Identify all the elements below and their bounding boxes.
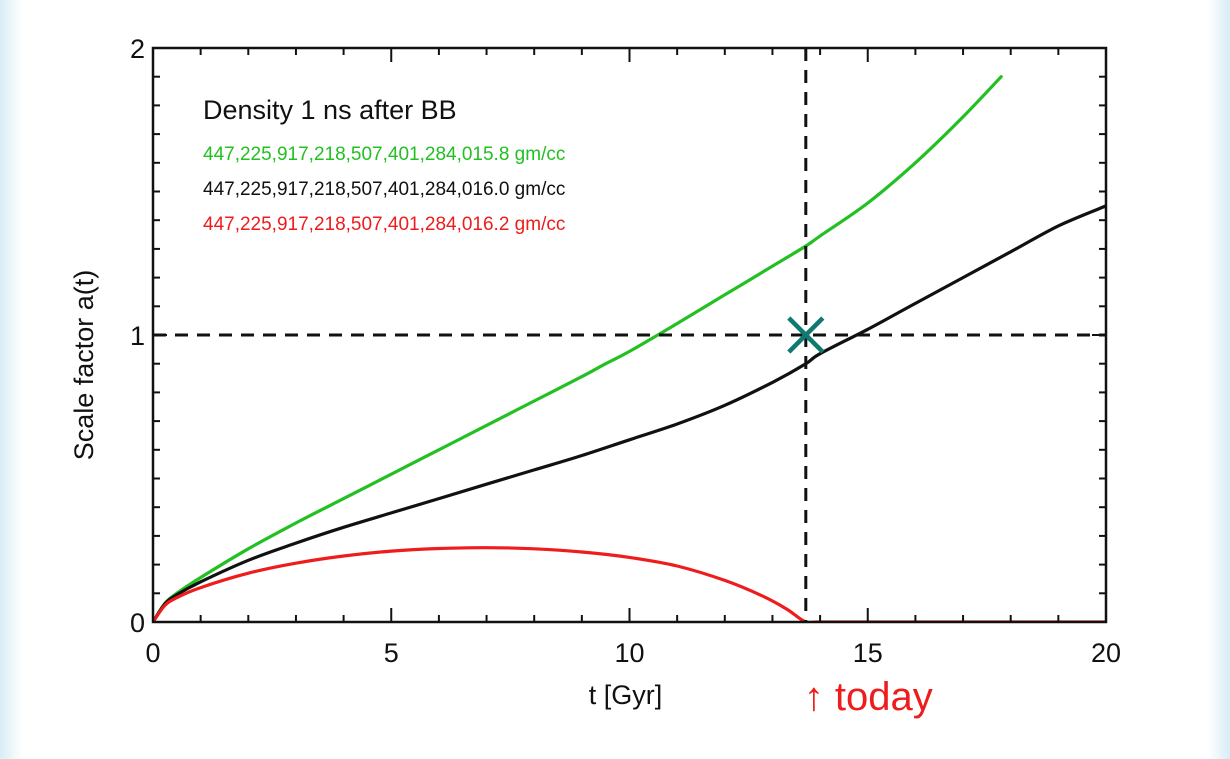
axis-ticks: 0 5 10 15 20 0 1 2 — [130, 34, 1121, 668]
legend-entry-green: 447,225,917,218,507,401,284,015.8 gm/cc — [203, 144, 565, 165]
x-axis-title: t [Gyr] — [589, 680, 663, 710]
series-layer — [153, 75, 1106, 622]
y-tick-label: 1 — [130, 321, 145, 351]
series-line-black — [153, 204, 1106, 622]
legend-entry-black: 447,225,917,218,507,401,284,016.0 gm/cc — [203, 179, 565, 200]
today-x-marker — [787, 316, 825, 354]
x-tick-label: 0 — [145, 638, 160, 668]
reference-lines — [153, 48, 1106, 622]
x-tick-label: 15 — [853, 638, 883, 668]
x-tick-label: 10 — [614, 638, 644, 668]
y-axis-title: Scale factor a(t) — [69, 270, 99, 461]
legend-title: Density 1 ns after BB — [203, 95, 457, 125]
y-tick-label: 2 — [130, 34, 145, 64]
series-line-red — [153, 546, 1106, 622]
markers — [787, 316, 825, 354]
legend-entry-red: 447,225,917,218,507,401,284,016.2 gm/cc — [203, 214, 565, 235]
y-tick-label: 0 — [130, 608, 145, 638]
today-annotation: ↑ today — [804, 675, 933, 719]
x-tick-label: 20 — [1091, 638, 1121, 668]
x-tick-label: 5 — [384, 638, 399, 668]
series-line-green — [153, 75, 1003, 622]
